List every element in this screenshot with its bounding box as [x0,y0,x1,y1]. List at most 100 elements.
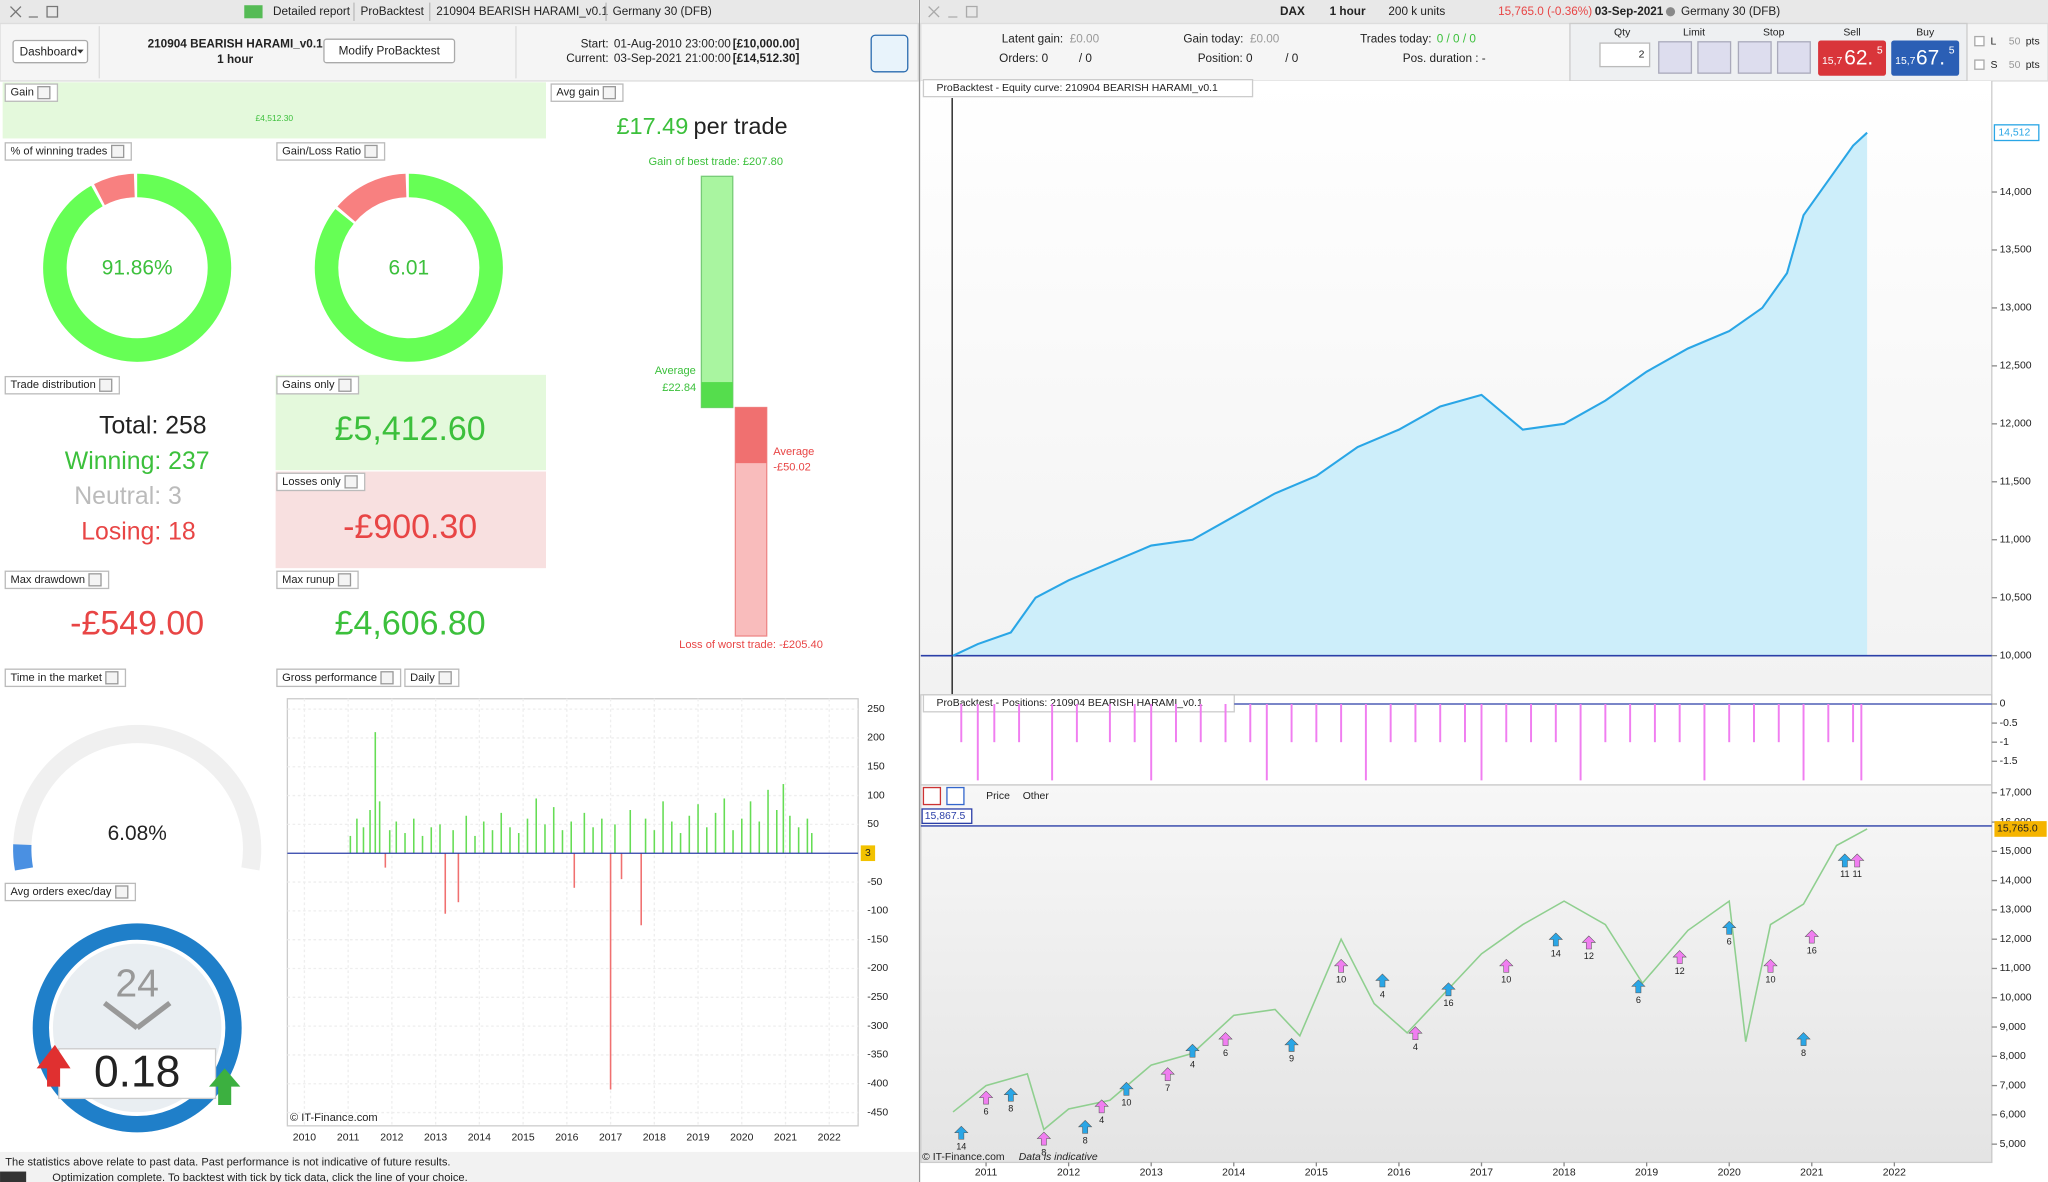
wrench-icon [602,86,616,100]
signal-arrow [1796,1032,1811,1046]
report-icon [244,5,263,19]
order-label: Buy [1916,27,1935,38]
y-tick-label: 10,500 [2000,592,2032,603]
signal-label: 4 [1190,1060,1195,1070]
losses-value: -£900.30 [343,508,477,546]
signal-label: 10 [1121,1098,1131,1108]
stat-label: Latent gain: [1002,32,1063,45]
price-tab[interactable]: Other [1023,791,1050,802]
stop-button[interactable] [1737,41,1772,74]
window-controls[interactable] [10,5,59,18]
panel-tab [4,668,127,688]
gauge-value [13,844,34,871]
worst-trade: Loss of worst trade: -£205.40 [679,639,823,651]
disclaimer: The statistics above relate to past data… [5,1156,450,1168]
modify-button[interactable] [323,38,456,64]
price-tab[interactable]: Price [986,791,1010,802]
signal-arrow [1408,1026,1423,1040]
y-tick-label: -300 [867,1021,888,1032]
tab[interactable]: Germany 30 (DFB) [613,5,712,18]
duration: Pos. duration : - [1403,52,1486,65]
best-bar [700,175,734,409]
units[interactable]: 200 k units [1388,5,1445,18]
signal-arrow [1850,853,1865,868]
stop-button[interactable] [1776,41,1811,74]
y-tick-label: 0 [2000,699,2006,710]
y-tick-label: -200 [867,963,888,974]
avg-loss-label: Average [773,446,814,458]
y-tick-label: 12,000 [2000,934,2032,945]
signal-label: 11 [1852,869,1861,879]
limit-button[interactable] [1697,41,1732,74]
panel-title: ProBacktest - Equity curve: 210904 BEARI… [936,83,1218,94]
signal-arrow [1441,982,1456,997]
tool-button[interactable] [946,786,965,806]
x-tick-label: 2018 [643,1132,666,1143]
panel-label: Gain/Loss Ratio [282,145,361,157]
x-tick-label: 2021 [1800,1168,1823,1179]
copyright: © IT-Finance.com [290,1112,378,1124]
signal-arrow [1631,979,1646,994]
period-select[interactable]: Daily [410,672,435,684]
x-tick-label: 2012 [380,1132,403,1143]
toolbar [920,0,2048,24]
footer [0,1151,919,1182]
signal-label: 9 [1289,1054,1294,1064]
gauge-track [13,724,262,871]
ratio-value: 6.01 [389,257,430,280]
x-tick-label: 2015 [1305,1168,1328,1179]
tab[interactable]: ProBacktest [361,5,425,18]
panel-tab [276,570,359,590]
tab[interactable]: 210904 BEARISH HARAMI_v0.1 [436,5,608,18]
timeframe[interactable]: 1 hour [1330,5,1366,18]
y-tick-label: -1.5 [2000,756,2018,767]
panel-label: Avg orders exec/day [10,886,111,898]
x-tick-label: 2019 [686,1132,709,1143]
wrench-icon [111,144,125,159]
settings-icon[interactable] [870,34,909,73]
checkbox[interactable] [1974,35,1985,47]
x-tick-label: 2014 [1222,1168,1245,1179]
dashboard-label: Dashboard [20,45,77,58]
qty-input[interactable] [1599,42,1651,68]
price-line [952,828,1868,1131]
tool-button[interactable] [922,786,942,806]
buy-button[interactable] [1891,40,1960,76]
tab[interactable]: Detailed report [273,5,351,18]
y-tick-label: 10,000 [2000,993,2032,1004]
order-label: Limit [1683,27,1705,38]
down-arrow [36,1044,71,1087]
panel-label: Losses only [282,476,341,488]
y-tick-label: 12,500 [2000,361,2032,372]
avg-gain-amount: £17.49 [616,113,688,139]
x-tick-label: 2011 [337,1132,360,1143]
signal-arrow [1672,950,1687,964]
signal-arrow [1333,958,1349,973]
signal-label: 10 [1501,975,1511,985]
signal-arrow [1003,1087,1018,1102]
signal-arrow [1375,973,1390,988]
signal-arrow [954,1125,969,1140]
donut-gain [43,173,232,362]
sell-button[interactable] [1818,40,1887,76]
limit-button[interactable] [1658,41,1693,74]
wrench-icon [115,885,129,899]
symbol[interactable]: DAX [1280,5,1305,18]
dashboard-button[interactable] [12,39,89,64]
y-tick-label: 12,000 [2000,419,2032,430]
current-capital: [£14,512.30] [733,52,800,65]
signal-label: 6 [1727,937,1732,947]
window-controls[interactable] [928,5,978,18]
signal-label: 4 [1380,989,1385,999]
wrench-icon [338,378,352,392]
y-tick-label: 14,000 [2000,875,2032,886]
signal-arrow [1036,1131,1052,1146]
neutral-trades: Neutral: 3 [74,483,182,510]
checkbox[interactable] [1974,59,1985,70]
y-tick-label: -50 [867,877,882,888]
wrench-icon [380,671,394,685]
dropdown-arrow [77,49,84,54]
total-trades: Total: 258 [99,413,207,440]
signal-arrow [1499,958,1514,973]
panel-tab [276,472,366,492]
